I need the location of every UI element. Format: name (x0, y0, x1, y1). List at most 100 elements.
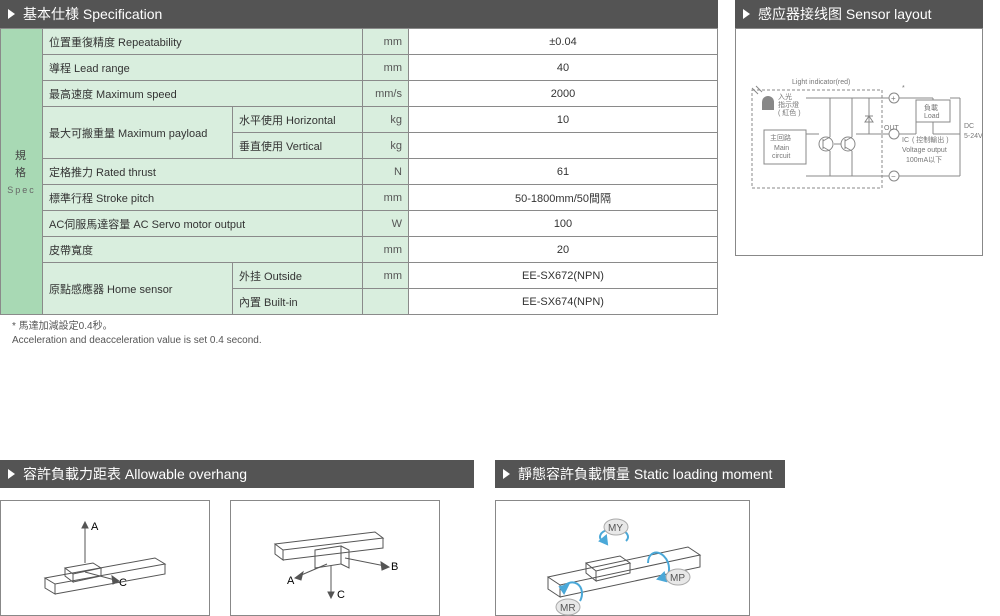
row-sublabel: 內置 Built-in (233, 289, 363, 315)
row-value (409, 133, 718, 159)
table-row: AC伺服馬達容量 AC Servo motor output W 100 (1, 211, 718, 237)
table-row: 最大可搬重量 Maximum payload 水平使用 Horizontal k… (1, 107, 718, 133)
overhang-diagrams: A C (0, 500, 474, 616)
svg-text:Load: Load (924, 113, 940, 120)
table-row: 原點感應器 Home sensor 外挂 Outside mm EE-SX672… (1, 263, 718, 289)
spec-side-label: 規格 Spec (1, 29, 43, 315)
row-unit: mm (363, 185, 409, 211)
svg-text:MP: MP (670, 573, 685, 584)
row-label: 皮帶寬度 (43, 237, 363, 263)
row-label: 導程 Lead range (43, 55, 363, 81)
svg-text:Light indicator(red): Light indicator(red) (792, 79, 850, 86)
table-row: 皮帶寬度 mm 20 (1, 237, 718, 263)
row-label: 原點感應器 Home sensor (43, 263, 233, 315)
sensor-diagram-box: Light indicator(red) 入光 指示燈 ( 紅色 ) 主回路 M… (735, 28, 983, 256)
chevron-right-icon (743, 9, 750, 19)
chevron-right-icon (8, 469, 15, 479)
overhang-svg-2: A B C (245, 508, 425, 608)
svg-text:Main: Main (774, 145, 789, 152)
row-unit: mm (363, 55, 409, 81)
static-moment-section: 靜態容許負載慣量 Static loading moment (495, 460, 785, 616)
moment-diagrams: MY MP MR (495, 500, 785, 616)
sensor-header: 感应器接线图 Sensor layout (735, 0, 983, 28)
sensor-circuit-diagram: Light indicator(red) 入光 指示燈 ( 紅色 ) 主回路 M… (744, 72, 974, 212)
svg-text:B: B (391, 561, 398, 573)
moment-header-text: 靜態容許負載慣量 Static loading moment (518, 464, 772, 484)
svg-text:A: A (287, 575, 295, 587)
row-unit: N (363, 159, 409, 185)
svg-text:−: − (891, 172, 896, 181)
sensor-layout-section: 感应器接线图 Sensor layout Light indicator(red… (735, 0, 983, 256)
svg-text:( 紅色 ): ( 紅色 ) (778, 108, 801, 117)
overhang-header-text: 容許負載力距表 Allowable overhang (23, 464, 247, 484)
row-unit: W (363, 211, 409, 237)
svg-text:*: * (902, 85, 905, 92)
svg-text:MY: MY (608, 523, 623, 534)
svg-text:circuit: circuit (772, 153, 790, 160)
row-unit: mm (363, 237, 409, 263)
svg-text:+: + (891, 94, 896, 103)
svg-text:DC: DC (964, 123, 974, 130)
row-value: 10 (409, 107, 718, 133)
table-row: 最高速度 Maximum speed mm/s 2000 (1, 81, 718, 107)
row-unit: mm (363, 263, 409, 289)
row-label: 標準行程 Stroke pitch (43, 185, 363, 211)
svg-text:100mA以下: 100mA以下 (906, 156, 942, 164)
footnote-line: Acceleration and deacceleration value is… (12, 334, 262, 348)
row-label: AC伺服馬達容量 AC Servo motor output (43, 211, 363, 237)
svg-text:Voltage output: Voltage output (902, 147, 947, 154)
table-row: 標準行程 Stroke pitch mm 50-1800mm/50間隔 (1, 185, 718, 211)
table-row: 導程 Lead range mm 40 (1, 55, 718, 81)
svg-text:主回路: 主回路 (770, 133, 791, 142)
chevron-right-icon (8, 9, 15, 19)
row-value: 40 (409, 55, 718, 81)
svg-text:IC: IC (902, 137, 909, 144)
row-label: 定格推力 Rated thrust (43, 159, 363, 185)
row-value: EE-SX674(NPN) (409, 289, 718, 315)
row-value: ±0.04 (409, 29, 718, 55)
svg-text:指示燈: 指示燈 (778, 100, 799, 109)
row-label: 最大可搬重量 Maximum payload (43, 107, 233, 159)
svg-text:5-24V: 5-24V (964, 133, 983, 140)
overhang-diagram-2: A B C (230, 500, 440, 616)
sensor-header-text: 感应器接线图 Sensor layout (758, 4, 932, 24)
allowable-overhang-section: 容許負載力距表 Allowable overhang (0, 460, 474, 616)
row-value: EE-SX672(NPN) (409, 263, 718, 289)
row-unit (363, 289, 409, 315)
footnote: * 馬達加減設定0.4秒。 Acceleration and deacceler… (12, 320, 262, 348)
spec-header: 基本仕様 Specification (0, 0, 718, 28)
row-unit: mm/s (363, 81, 409, 107)
row-value: 61 (409, 159, 718, 185)
svg-text:OUT: OUT (884, 125, 900, 132)
moment-header: 靜態容許負載慣量 Static loading moment (495, 460, 785, 488)
row-value: 100 (409, 211, 718, 237)
overhang-svg-1: A C (15, 508, 195, 608)
row-value: 2000 (409, 81, 718, 107)
overhang-header: 容許負載力距表 Allowable overhang (0, 460, 474, 488)
footnote-line: * 馬達加減設定0.4秒。 (12, 320, 262, 334)
row-label: 位置重復精度 Repeatability (43, 29, 363, 55)
row-unit: kg (363, 107, 409, 133)
row-sublabel: 外挂 Outside (233, 263, 363, 289)
row-unit: mm (363, 29, 409, 55)
spec-table: 規格 Spec 位置重復精度 Repeatability mm ±0.04 導程… (0, 28, 718, 315)
row-sublabel: 垂直使用 Vertical (233, 133, 363, 159)
table-row: 定格推力 Rated thrust N 61 (1, 159, 718, 185)
row-value: 50-1800mm/50間隔 (409, 185, 718, 211)
spec-header-text: 基本仕様 Specification (23, 4, 162, 24)
svg-text:C: C (337, 589, 345, 601)
svg-text:( 控制輸出 ): ( 控制輸出 ) (912, 135, 949, 144)
chevron-right-icon (503, 469, 510, 479)
moment-svg: MY MP MR (508, 503, 738, 613)
specification-section: 基本仕様 Specification 規格 Spec 位置重復精度 Repeat… (0, 0, 718, 315)
row-label: 最高速度 Maximum speed (43, 81, 363, 107)
table-row: 規格 Spec 位置重復精度 Repeatability mm ±0.04 (1, 29, 718, 55)
moment-diagram: MY MP MR (495, 500, 750, 616)
row-sublabel: 水平使用 Horizontal (233, 107, 363, 133)
svg-text:負載: 負載 (924, 103, 938, 112)
row-unit: kg (363, 133, 409, 159)
svg-text:A: A (91, 521, 99, 533)
svg-text:入光: 入光 (778, 92, 792, 101)
overhang-diagram-1: A C (0, 500, 210, 616)
svg-text:MR: MR (560, 603, 576, 614)
